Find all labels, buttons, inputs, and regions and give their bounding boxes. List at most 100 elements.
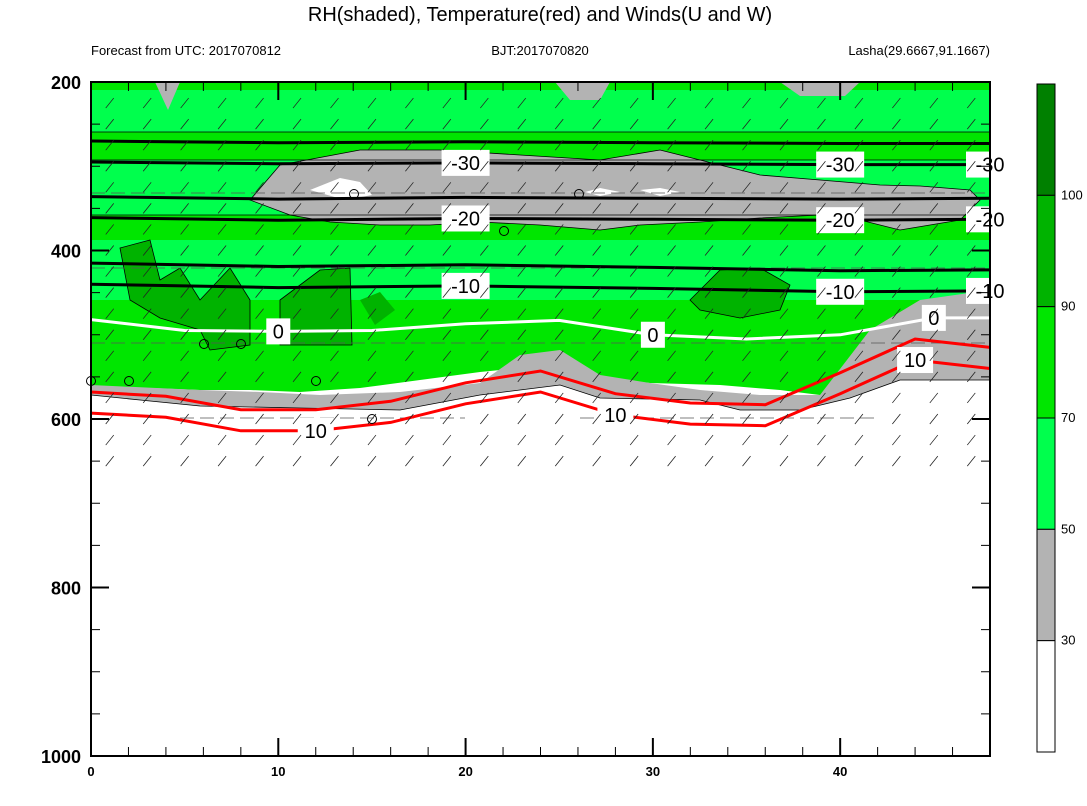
wind-barb [779, 413, 789, 425]
x-tick-label: 0 [87, 764, 94, 779]
wind-barb [442, 97, 452, 109]
wind-barb [592, 224, 601, 235]
wind-barb [854, 392, 864, 404]
wind-barb [704, 161, 714, 172]
colorbar-label: 50 [1061, 521, 1075, 536]
wind-barb [292, 371, 302, 383]
wind-barb [966, 182, 976, 193]
wind-barb [255, 350, 264, 362]
svg-text:0: 0 [928, 308, 939, 330]
wind-barb [517, 182, 527, 193]
wind-barb [217, 350, 227, 362]
contour-line-secondary [90, 195, 991, 201]
wind-barb [517, 413, 527, 425]
wind-barb [892, 350, 901, 362]
contour-line [90, 160, 990, 167]
wind-barb [405, 350, 414, 362]
wind-barb [105, 413, 115, 425]
wind-barb [667, 245, 676, 256]
wind-barb [892, 413, 901, 425]
wind-barb [142, 266, 152, 277]
wind-barb [330, 139, 339, 151]
wind-barb [217, 118, 227, 130]
colorbar-label: 30 [1061, 633, 1075, 648]
wind-barb [367, 287, 377, 298]
wind-barb [554, 350, 564, 362]
wind-barb [742, 266, 751, 277]
wind-barb [817, 455, 826, 467]
wind-barb [480, 287, 489, 298]
wind-barb [292, 455, 302, 467]
wind-barb [667, 371, 676, 383]
wind-barb [704, 434, 714, 446]
contour-label: -30 [816, 151, 865, 178]
wind-barb [554, 182, 564, 193]
wind-barb [929, 139, 939, 151]
svg-text:10: 10 [305, 421, 327, 443]
wind-barb [629, 266, 639, 277]
wind-barb [779, 434, 789, 446]
svg-text:-30: -30 [826, 155, 855, 177]
contour-label: -10 [441, 272, 490, 299]
wind-barb [854, 329, 864, 340]
wind-barb [966, 434, 976, 446]
contour-line [90, 216, 991, 222]
contour-label: -30 [441, 149, 490, 176]
wind-barb [105, 434, 115, 446]
wind-barb [217, 245, 227, 256]
wind-barb [742, 245, 751, 256]
wind-barb [292, 203, 302, 214]
svg-text:0: 0 [647, 325, 658, 347]
wind-barb [180, 455, 189, 467]
wind-barb [180, 287, 189, 298]
wind-barbs [105, 97, 976, 467]
wind-barb [367, 266, 377, 277]
wind-barb [779, 182, 789, 193]
wind-barb [217, 224, 227, 235]
wind-barb [480, 413, 489, 425]
wind-barb [704, 350, 714, 362]
contour-label: -20 [441, 205, 490, 232]
wind-barb [592, 287, 601, 298]
wind-barb [667, 161, 676, 172]
wind-barb [105, 118, 115, 130]
wind-barb [742, 203, 751, 214]
wind-barb [929, 97, 939, 109]
wind-barb [592, 266, 601, 277]
wind-barb [367, 97, 377, 109]
wind-barb [854, 287, 864, 298]
wind-barb [929, 392, 939, 404]
wind-barb [817, 287, 826, 298]
wind-barb [966, 329, 976, 340]
wind-barb [480, 329, 489, 340]
wind-barb [854, 161, 864, 172]
wind-barb [629, 434, 639, 446]
forecast-info: Forecast from UTC: 2017070812 [91, 43, 281, 58]
wind-barb [779, 224, 789, 235]
contour-label: 10 [897, 347, 934, 374]
wind-barb [667, 434, 676, 446]
wind-barb [817, 350, 826, 362]
wind-barb [330, 203, 339, 214]
x-axis: 0 10 20 30 40 [87, 82, 954, 779]
wind-barb [517, 139, 527, 151]
wind-barb [255, 455, 264, 467]
wind-barb [929, 287, 939, 298]
wind-barb [517, 224, 527, 235]
wind-barb [480, 203, 489, 214]
wind-barb [854, 266, 864, 277]
x-tick-label: 20 [458, 764, 472, 779]
wind-barb [854, 350, 864, 362]
wind-barb [217, 139, 227, 151]
wind-barb [892, 224, 901, 235]
wind-barb [704, 97, 714, 109]
wind-barb [367, 371, 377, 383]
wind-barb [292, 161, 302, 172]
wind-barb [105, 329, 115, 340]
contour-line-secondary [90, 337, 991, 412]
wind-barb [405, 329, 414, 340]
wind-barb [704, 182, 714, 193]
wind-barb [554, 224, 564, 235]
wind-barb [217, 287, 227, 298]
station-info: Lasha(29.6667,91.1667) [848, 43, 990, 58]
